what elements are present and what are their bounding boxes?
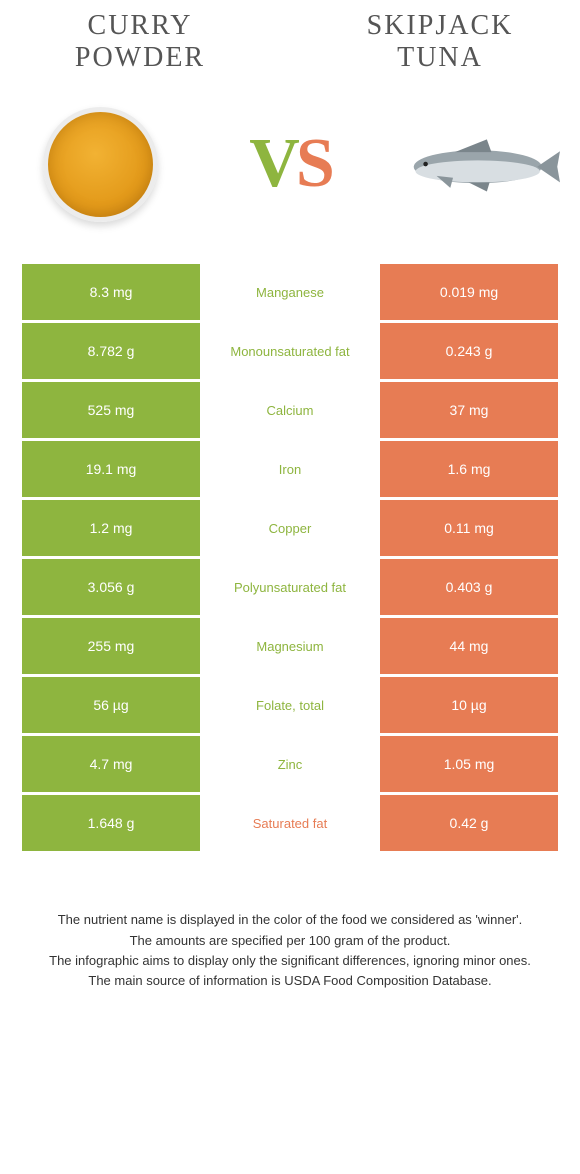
- table-row: 8.782 gMonounsaturated fat0.243 g: [22, 323, 558, 379]
- right-value: 0.019 mg: [380, 264, 558, 320]
- nutrient-table: 8.3 mgManganese0.019 mg8.782 gMonounsatu…: [22, 264, 558, 851]
- nutrient-label: Iron: [202, 441, 378, 497]
- table-row: 1.2 mgCopper0.11 mg: [22, 500, 558, 556]
- table-row: 56 µgFolate, total10 µg: [22, 677, 558, 733]
- left-value: 8.782 g: [22, 323, 200, 379]
- right-food-title: SKIPJACK TUNA: [340, 10, 540, 74]
- table-row: 255 mgMagnesium44 mg: [22, 618, 558, 674]
- table-row: 525 mgCalcium37 mg: [22, 382, 558, 438]
- footer-line-2: The amounts are specified per 100 gram o…: [30, 932, 550, 950]
- left-value: 19.1 mg: [22, 441, 200, 497]
- right-value: 37 mg: [380, 382, 558, 438]
- left-food-title: CURRY POWDER: [40, 10, 240, 74]
- tuna-image: [400, 104, 560, 224]
- right-value: 44 mg: [380, 618, 558, 674]
- vs-label: VS: [249, 124, 331, 204]
- nutrient-label: Monounsaturated fat: [202, 323, 378, 379]
- nutrient-label: Polyunsaturated fat: [202, 559, 378, 615]
- vs-v: V: [249, 124, 296, 204]
- right-value: 0.403 g: [380, 559, 558, 615]
- footer-line-4: The main source of information is USDA F…: [30, 972, 550, 990]
- nutrient-label: Magnesium: [202, 618, 378, 674]
- table-row: 1.648 gSaturated fat0.42 g: [22, 795, 558, 851]
- table-row: 8.3 mgManganese0.019 mg: [22, 264, 558, 320]
- curry-powder-image: [20, 104, 180, 224]
- vs-row: VS: [0, 74, 580, 254]
- footer-notes: The nutrient name is displayed in the co…: [30, 911, 550, 990]
- left-value: 8.3 mg: [22, 264, 200, 320]
- left-value: 1.648 g: [22, 795, 200, 851]
- tuna-fish-icon: [400, 132, 560, 197]
- left-value: 255 mg: [22, 618, 200, 674]
- nutrient-label: Calcium: [202, 382, 378, 438]
- footer-line-1: The nutrient name is displayed in the co…: [30, 911, 550, 929]
- vs-s: S: [296, 124, 331, 204]
- table-row: 19.1 mgIron1.6 mg: [22, 441, 558, 497]
- right-value: 1.6 mg: [380, 441, 558, 497]
- right-value: 0.243 g: [380, 323, 558, 379]
- left-value: 4.7 mg: [22, 736, 200, 792]
- table-row: 3.056 gPolyunsaturated fat0.403 g: [22, 559, 558, 615]
- left-value: 3.056 g: [22, 559, 200, 615]
- left-value: 56 µg: [22, 677, 200, 733]
- right-value: 0.11 mg: [380, 500, 558, 556]
- left-value: 1.2 mg: [22, 500, 200, 556]
- footer-line-3: The infographic aims to display only the…: [30, 952, 550, 970]
- table-row: 4.7 mgZinc1.05 mg: [22, 736, 558, 792]
- nutrient-label: Copper: [202, 500, 378, 556]
- header: CURRY POWDER SKIPJACK TUNA: [0, 0, 580, 74]
- right-value: 10 µg: [380, 677, 558, 733]
- nutrient-label: Zinc: [202, 736, 378, 792]
- right-value: 0.42 g: [380, 795, 558, 851]
- right-value: 1.05 mg: [380, 736, 558, 792]
- left-value: 525 mg: [22, 382, 200, 438]
- nutrient-label: Folate, total: [202, 677, 378, 733]
- nutrient-label: Saturated fat: [202, 795, 378, 851]
- nutrient-label: Manganese: [202, 264, 378, 320]
- curry-bowl-icon: [43, 107, 158, 222]
